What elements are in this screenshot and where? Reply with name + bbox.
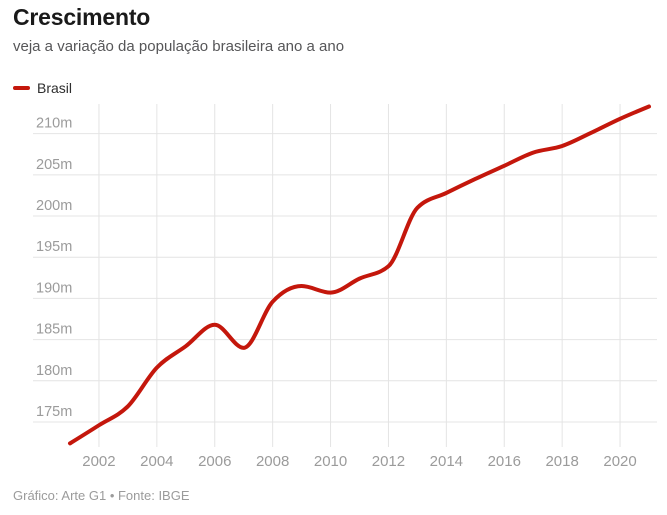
x-tick-label: 2006 [198, 453, 231, 470]
y-tick-label: 210m [36, 116, 72, 132]
population-line-chart: 175m 180m 185m 190m 195m 200m 205m 210m 2002 2004… [33, 104, 657, 470]
y-tick-label: 175m [36, 404, 72, 420]
y-tick-label: 180m [36, 363, 72, 379]
y-tick-label: 205m [36, 157, 72, 173]
page-title: Crescimento [13, 4, 151, 30]
x-tick-label: 2018 [545, 453, 578, 470]
x-tick-label: 2002 [82, 453, 115, 470]
y-tick-label: 185m [36, 322, 72, 338]
chart-credit: Gráfico: Arte G1 • Fonte: IBGE [13, 488, 190, 503]
x-tick-label: 2016 [488, 453, 521, 470]
x-tick-label: 2020 [603, 453, 636, 470]
x-tick-label: 2008 [256, 453, 289, 470]
y-tick-label: 195m [36, 239, 72, 255]
x-grid: 2002 2004 2006 2008 2010 2012 2014 2016 2018 2020 [82, 104, 637, 470]
x-tick-label: 2014 [430, 453, 463, 470]
x-tick-label: 2004 [140, 453, 173, 470]
y-tick-label: 200m [36, 198, 72, 214]
x-tick-label: 2012 [372, 453, 405, 470]
legend: Brasil [13, 80, 72, 96]
y-grid: 175m 180m 185m 190m 195m 200m 205m 210m [33, 116, 657, 423]
chart-subtitle: veja a variação da população brasileira … [13, 38, 345, 55]
legend-line-swatch [13, 86, 30, 90]
x-tick-label: 2010 [314, 453, 347, 470]
legend-series-label: Brasil [37, 80, 73, 96]
series-line-brasil [68, 104, 651, 446]
y-tick-label: 190m [36, 280, 72, 296]
